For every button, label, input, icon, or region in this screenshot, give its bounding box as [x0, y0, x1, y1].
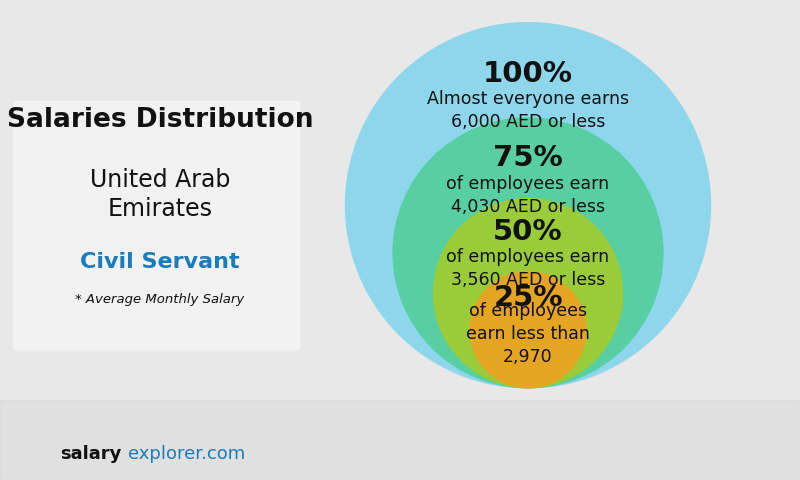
Text: of employees earn
3,560 AED or less: of employees earn 3,560 AED or less: [446, 248, 610, 289]
Text: Almost everyone earns
6,000 AED or less: Almost everyone earns 6,000 AED or less: [427, 90, 629, 132]
Text: 50%: 50%: [493, 218, 563, 246]
Text: 75%: 75%: [493, 144, 563, 172]
Text: 100%: 100%: [483, 60, 573, 88]
Text: United Arab
Emirates: United Arab Emirates: [90, 168, 230, 221]
Text: explorer.com: explorer.com: [128, 444, 246, 463]
Circle shape: [470, 271, 586, 388]
Circle shape: [393, 117, 663, 388]
Text: * Average Monthly Salary: * Average Monthly Salary: [75, 293, 245, 307]
FancyBboxPatch shape: [13, 101, 301, 350]
Text: salary: salary: [60, 444, 122, 463]
Circle shape: [433, 198, 623, 388]
Text: Salaries Distribution: Salaries Distribution: [6, 107, 314, 133]
Text: of employees earn
4,030 AED or less: of employees earn 4,030 AED or less: [446, 175, 610, 216]
Text: Civil Servant: Civil Servant: [80, 252, 240, 272]
Text: of employees
earn less than
2,970: of employees earn less than 2,970: [466, 302, 590, 366]
Text: 25%: 25%: [494, 284, 562, 312]
Circle shape: [345, 22, 711, 388]
